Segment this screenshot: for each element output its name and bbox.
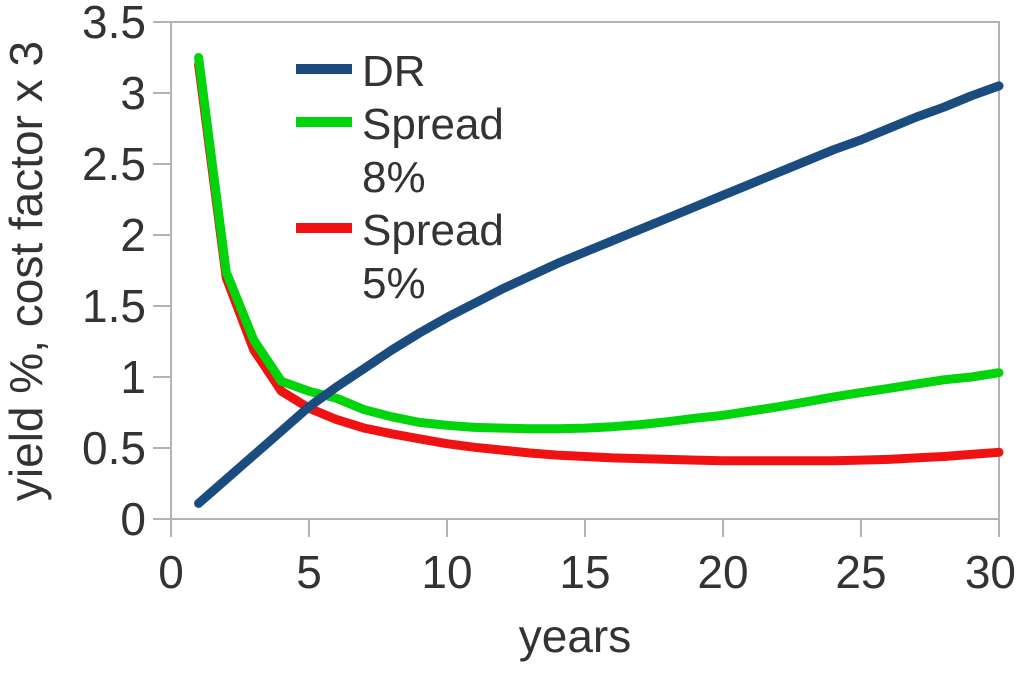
y-tick-label: 2.5 — [82, 138, 146, 190]
x-tick-label: 10 — [421, 546, 472, 598]
y-tick-label: 3 — [120, 67, 146, 119]
y-tick-label: 3.5 — [82, 0, 146, 48]
y-tick-label: 1.5 — [82, 280, 146, 332]
y-axis-title: yield %, cost factor x 3 — [0, 41, 52, 501]
x-tick-label: 0 — [158, 546, 184, 598]
axis-tick-labels: 0 5 10 15 20 25 30 0 0.5 1 1.5 2 2.5 3 3.5 — [82, 0, 1016, 598]
series-line-spread-5 — [194, 60, 1004, 466]
legend-label-dr: DR — [362, 47, 426, 96]
legend-label-spread-8: 8% — [362, 153, 426, 202]
legend-label-spread-5: Spread — [362, 206, 504, 255]
series-lines — [194, 53, 1004, 508]
series-line-spread-8 — [194, 53, 1004, 434]
x-tick-label: 20 — [697, 546, 748, 598]
y-tick-label: 2 — [120, 209, 146, 261]
x-axis-title: years — [519, 610, 631, 662]
axis-ticks — [153, 21, 1000, 537]
plot-area-border — [170, 21, 1000, 520]
y-tick-label: 0 — [120, 493, 146, 545]
series-line-dr — [194, 81, 1004, 508]
legend-label-spread-5: 5% — [362, 259, 426, 308]
legend-label-spread-8: Spread — [362, 100, 504, 149]
x-tick-label: 25 — [835, 546, 886, 598]
x-tick-label: 5 — [296, 546, 322, 598]
y-tick-label: 1 — [120, 351, 146, 403]
x-tick-label: 30 — [965, 546, 1016, 598]
x-tick-label: 15 — [559, 546, 610, 598]
y-tick-label: 0.5 — [82, 422, 146, 474]
